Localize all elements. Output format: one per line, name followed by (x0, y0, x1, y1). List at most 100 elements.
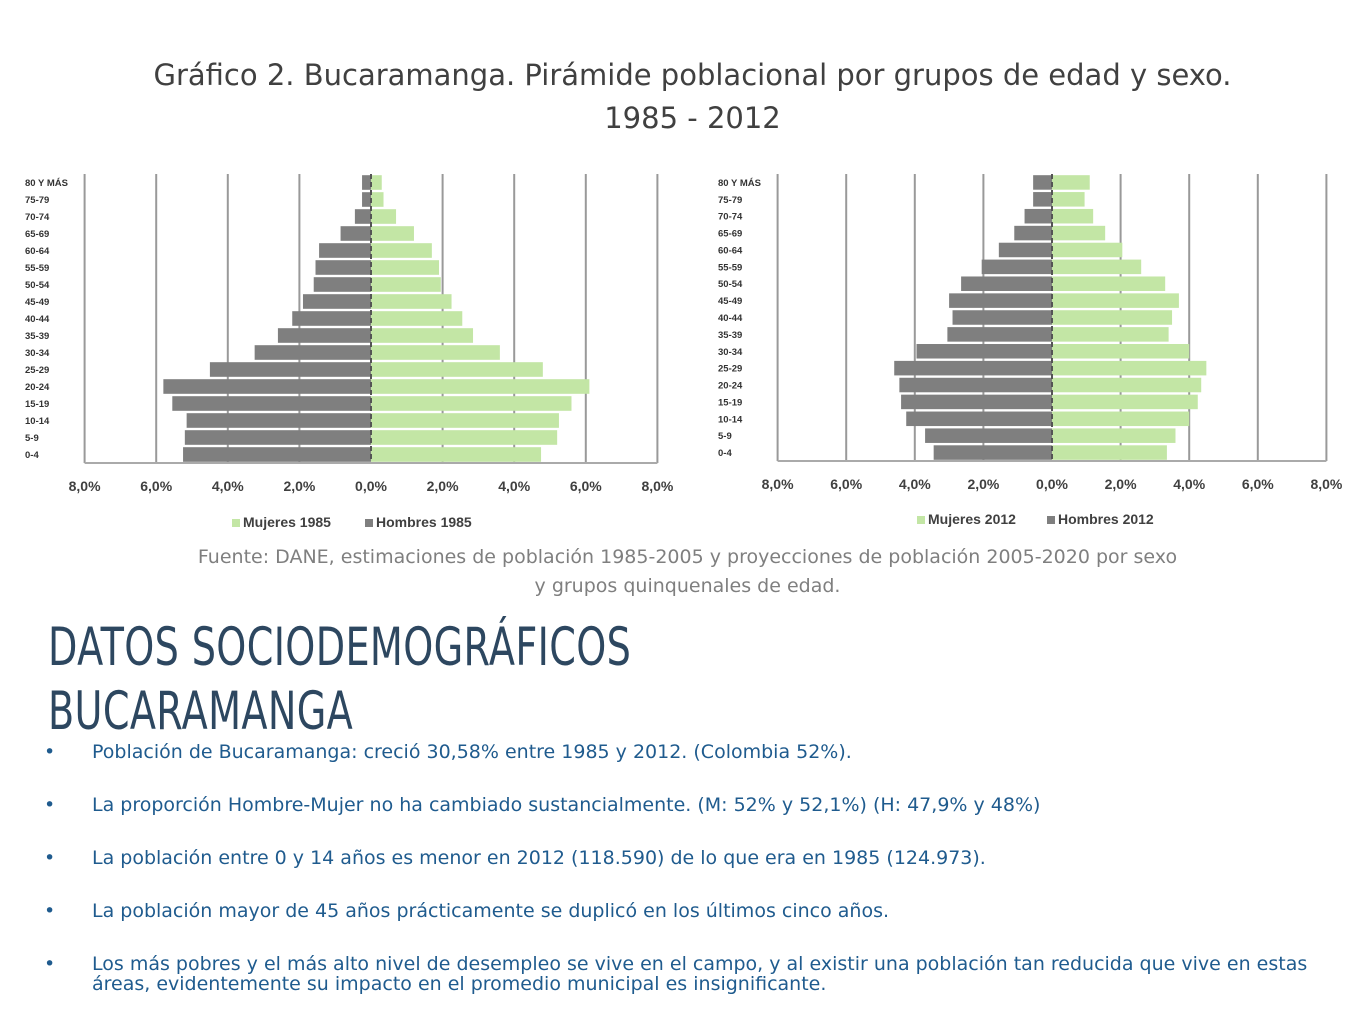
bullet-dot: • (44, 847, 56, 869)
x-tick-label: 0,0% (1036, 476, 1068, 492)
bar-female (371, 311, 463, 326)
bar-female (371, 226, 414, 241)
bar-male (981, 259, 1052, 275)
headline-line-1: DATOS SOCIODEMOGRÁFICOS (48, 617, 632, 678)
bar-female (1052, 276, 1166, 291)
age-group-label: 30-34 (25, 348, 50, 359)
x-tick-label: 6,0% (1242, 476, 1274, 492)
age-group-label: 70-74 (718, 212, 743, 223)
legend-label: Mujeres 1985 (243, 514, 331, 530)
bar-male (949, 293, 1052, 308)
age-group-label: 5-9 (718, 431, 732, 442)
bar-male (998, 242, 1052, 258)
bar-female (371, 277, 441, 292)
age-group-label: 35-39 (25, 331, 49, 342)
bar-male (1033, 175, 1052, 190)
bar-female (1052, 377, 1202, 393)
bar-female (1052, 428, 1176, 443)
bullet-item: • La población entre 0 y 14 años es menor… (44, 848, 1329, 868)
bar-female (371, 192, 384, 207)
bar-male (901, 394, 1052, 410)
figure-title: Gráfico 2. Bucaramanga. Pirámide poblaci… (153, 58, 1232, 92)
age-group-label: 0-4 (718, 448, 732, 459)
age-group-label: 65-69 (25, 229, 49, 240)
bar-male (899, 377, 1052, 393)
legend-label: Hombres 1985 (376, 514, 472, 530)
age-group-label: 30-34 (718, 347, 743, 358)
bar-female (371, 413, 559, 428)
x-tick-label: 4,0% (1173, 476, 1205, 492)
bullet-item: • La población mayor de 45 años prácticam… (44, 901, 1329, 921)
age-group-label: 0-4 (25, 450, 39, 461)
bar-female (371, 430, 558, 445)
bullet-text: La población mayor de 45 años prácticame… (92, 900, 890, 922)
age-group-label: 15-19 (25, 399, 49, 410)
bar-female (371, 345, 500, 360)
age-group-label: 50-54 (718, 279, 743, 290)
bar-female (1052, 175, 1090, 190)
population-pyramid-1985: 80 Y MÁS 75-79 70-74 65-69 60-64 55-59 50-54 45… (25, 174, 674, 530)
x-tick-label: 8,0% (69, 478, 101, 494)
bar-male (184, 430, 371, 445)
age-group-label: 25-29 (25, 365, 49, 376)
figure-title-years: 1985 - 2012 (604, 101, 781, 135)
population-pyramid-2012: 80 Y MÁS 75-79 70-74 65-69 60-64 55-59 50-54 45… (718, 174, 1343, 527)
bar-male (163, 379, 371, 394)
figure-source: Fuente: DANE, estimaciones de población … (0, 543, 1365, 601)
bar-male (362, 175, 371, 190)
bar-male (916, 344, 1052, 359)
bar-male (933, 445, 1052, 460)
bar-male (183, 447, 371, 462)
slide-headline: DATOS SOCIODEMOGRÁFICOS BUCARAMANGA (48, 616, 631, 744)
x-tick-label: 6,0% (570, 478, 602, 494)
x-tick-label: 4,0% (498, 478, 530, 494)
legend-swatch (1047, 516, 1055, 524)
bar-male (906, 411, 1052, 427)
legend-swatch (232, 519, 240, 527)
bar-female (1052, 208, 1094, 224)
bar-female (371, 260, 440, 275)
x-tick-label: 8,0% (1310, 476, 1342, 492)
bar-male (925, 428, 1052, 443)
bar-male (172, 396, 371, 411)
age-group-label: 15-19 (718, 397, 742, 408)
x-tick-label: 2,0% (1105, 476, 1137, 492)
bar-male (1033, 192, 1052, 207)
source-line-1: Fuente: DANE, estimaciones de población … (197, 546, 1178, 568)
bar-female (1052, 344, 1190, 359)
bar-female (1052, 394, 1198, 410)
age-group-label: 40-44 (718, 313, 743, 324)
headline-line-2: BUCARAMANGA (48, 681, 354, 742)
bullet-item: • La proporción Hombre-Mujer no ha cambia… (44, 795, 1329, 815)
bullet-text: Población de Bucaramanga: creció 30,58% … (92, 741, 852, 763)
bullet-dot: • (44, 794, 56, 816)
bar-female (371, 243, 432, 258)
bar-female (1052, 192, 1085, 207)
bar-female (1052, 310, 1173, 325)
bar-female (371, 175, 382, 190)
legend-label: Hombres 2012 (1058, 511, 1154, 527)
bar-male (340, 226, 371, 241)
age-group-label: 45-49 (718, 296, 742, 307)
age-group-label: 20-24 (25, 382, 50, 393)
age-group-label: 80 Y MÁS (25, 178, 68, 189)
bar-male (254, 345, 371, 360)
bar-male (186, 413, 371, 428)
age-group-label: 65-69 (718, 229, 742, 240)
bullet-dot: • (44, 900, 56, 922)
age-group-label: 60-64 (25, 246, 50, 257)
bar-female (1052, 293, 1179, 308)
bullet-text: La población entre 0 y 14 años es menor … (92, 847, 986, 869)
age-group-label: 75-79 (25, 195, 49, 206)
bar-female (1052, 360, 1207, 376)
age-group-label: 60-64 (718, 245, 743, 256)
bar-female (1052, 327, 1169, 342)
age-group-label: 55-59 (718, 262, 742, 273)
bar-male (952, 310, 1052, 325)
bar-male (315, 260, 371, 275)
bullet-item: • Población de Bucaramanga: creció 30,58%… (44, 742, 1329, 762)
bullet-dot: • (44, 741, 56, 763)
bullet-text: Los más pobres y el más alto nivel de de… (92, 953, 1308, 995)
x-tick-label: 8,0% (641, 478, 673, 494)
bar-female (371, 396, 572, 411)
